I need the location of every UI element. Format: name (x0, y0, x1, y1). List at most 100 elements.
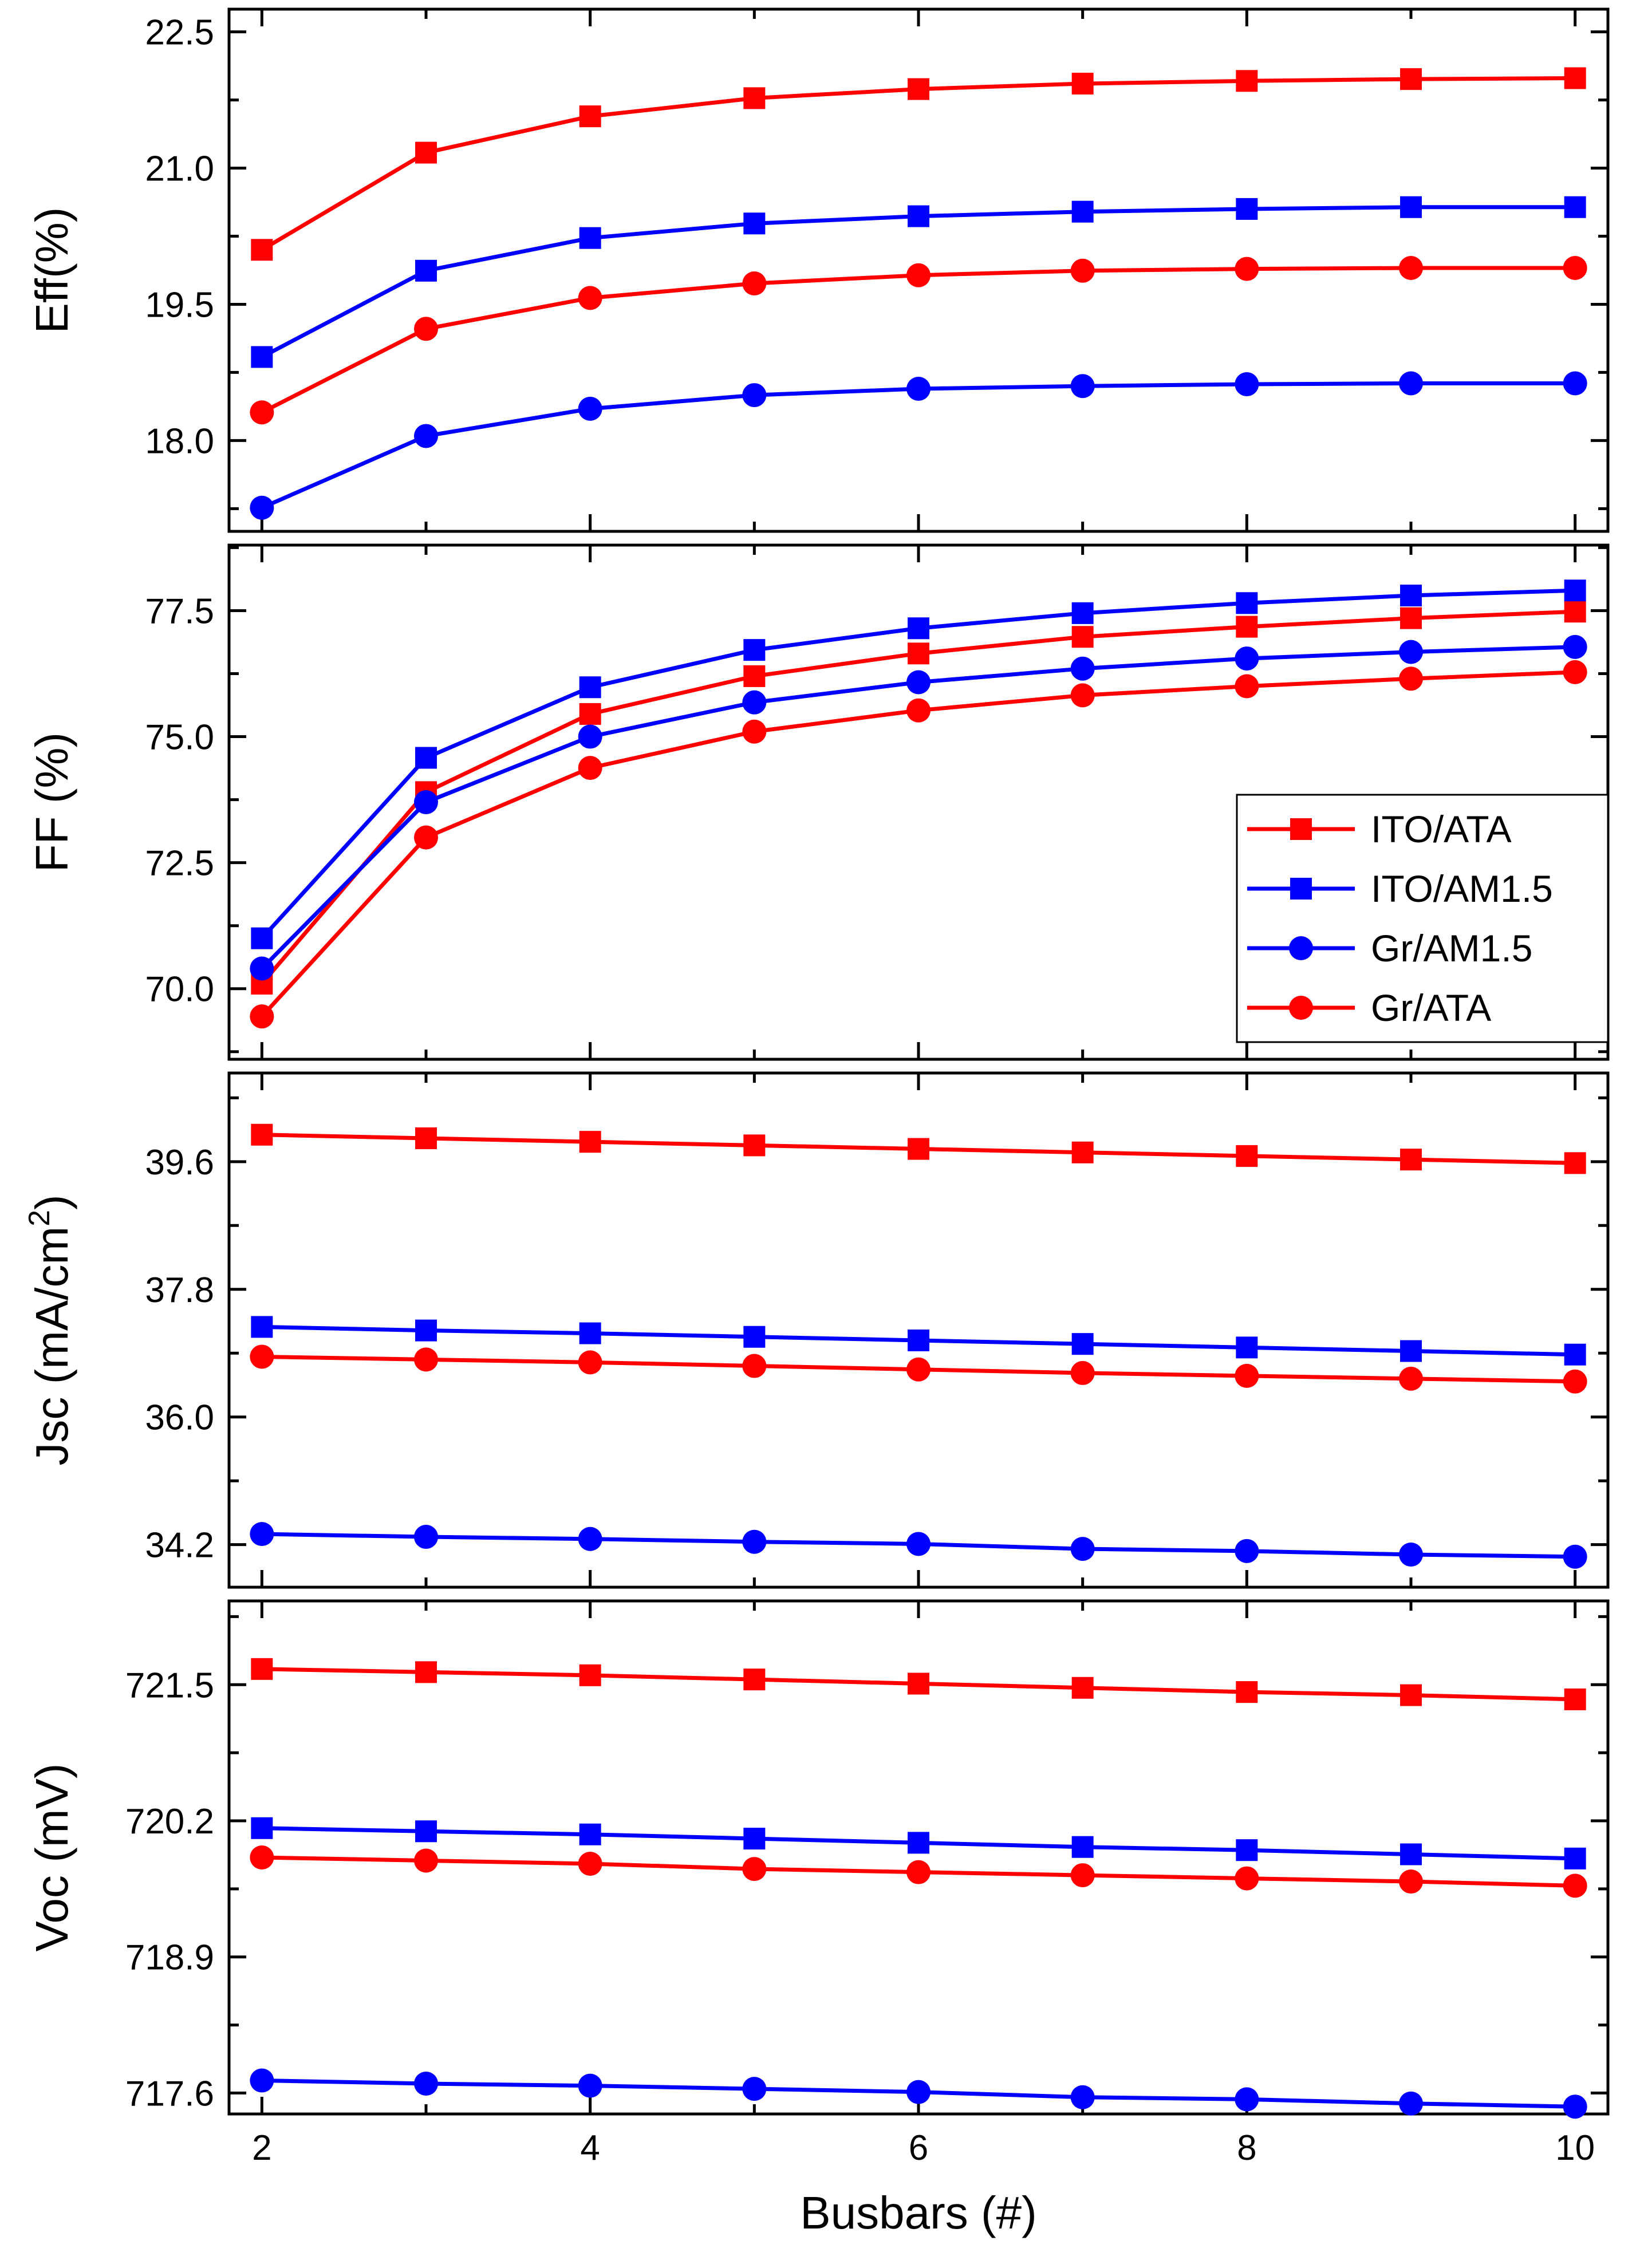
legend-entry: Gr/ATA (1247, 987, 1491, 1029)
data-point-square (1400, 196, 1422, 218)
data-point-square (1564, 1847, 1586, 1869)
data-point-square (1564, 1152, 1586, 1174)
data-point-square (251, 1817, 273, 1839)
data-point-square (1400, 1149, 1422, 1171)
data-point-circle (414, 424, 438, 448)
data-point-circle (1399, 371, 1423, 396)
series-gr-ata (250, 1344, 1587, 1394)
data-point-circle (742, 2077, 767, 2101)
data-point-square (908, 1329, 929, 1351)
data-point-square (579, 227, 601, 249)
legend-entry: ITO/AM1.5 (1247, 867, 1553, 910)
data-point-circle (1070, 2085, 1095, 2109)
data-point-circle (578, 1350, 602, 1375)
data-point-circle (1563, 1544, 1587, 1569)
data-point-square (251, 927, 273, 949)
y-axis-title: Jsc (mA/cm2) (23, 1194, 77, 1465)
x-axis-title: Busbars (#) (800, 2187, 1036, 2238)
legend-marker-circle (1289, 996, 1313, 1020)
data-point-square (1564, 1688, 1586, 1710)
data-point-circle (414, 825, 438, 850)
series-gr-am1-5 (250, 371, 1587, 520)
data-point-square (1071, 626, 1094, 648)
x-tick-label: 8 (1237, 2128, 1256, 2168)
data-point-circle (1399, 666, 1423, 691)
data-point-circle (1399, 640, 1423, 664)
data-point-circle (1399, 1543, 1423, 1567)
data-point-square (579, 105, 601, 128)
panel-ff: 70.0 72.5 75.0 77.5 FF (%) ITO/ATA ITO/AM1.5 Gr… (26, 543, 1610, 1061)
data-point-circle (906, 263, 931, 287)
data-point-circle (250, 1344, 274, 1369)
panel-jsc: 34.2 36.0 37.8 39.6 Jsc (mA/cm2) (23, 1071, 1610, 1589)
y-tick-label: 39.6 (145, 1143, 214, 1182)
data-point-square (251, 346, 273, 368)
data-point-circle (1070, 374, 1095, 399)
series-ito-ata (251, 1658, 1586, 1710)
data-point-circle (742, 383, 767, 408)
data-point-circle (906, 376, 931, 401)
legend-label: Gr/AM1.5 (1371, 927, 1532, 969)
y-axis-title: FF (%) (26, 732, 77, 872)
data-point-circle (742, 1529, 767, 1554)
y-axis-title-end: ) (26, 1194, 77, 1210)
series-gr-am1-5 (250, 1522, 1587, 1569)
x-tick-label: 10 (1555, 2128, 1595, 2168)
data-point-square (908, 617, 929, 640)
y-tick-label: 18.0 (145, 421, 214, 461)
data-point-circle (1235, 646, 1259, 671)
legend-entry: ITO/ATA (1247, 808, 1512, 850)
data-point-square (743, 1828, 766, 1850)
legend-marker-circle (1289, 936, 1313, 960)
legend-marker-square (1290, 878, 1312, 900)
data-point-circle (1563, 1873, 1587, 1898)
y-tick-label: 717.6 (125, 2074, 214, 2113)
data-point-square (251, 239, 273, 261)
series-gr-am1-5 (250, 2068, 1587, 2119)
series-ito-ata (251, 1123, 1586, 1174)
data-point-circle (906, 698, 931, 723)
data-point-square (1400, 585, 1422, 607)
data-point-circle (250, 400, 274, 425)
data-point-square (743, 665, 766, 687)
data-point-square (908, 1138, 929, 1160)
panel-eff: 18.0 19.5 21.0 22.5 Eff(%) (26, 7, 1610, 533)
data-point-square (251, 1658, 273, 1680)
series-gr-ata (250, 1845, 1587, 1898)
data-point-circle (578, 724, 602, 749)
data-point-circle (578, 286, 602, 310)
data-point-circle (250, 956, 274, 981)
data-point-circle (1399, 1366, 1423, 1391)
data-point-square (1400, 607, 1422, 629)
data-point-circle (414, 790, 438, 814)
legend-entry: Gr/AM1.5 (1247, 927, 1532, 969)
data-point-circle (1235, 372, 1259, 397)
data-point-square (1236, 592, 1258, 614)
data-point-square (908, 205, 929, 227)
data-point-square (1071, 200, 1094, 223)
series-ito-am1-5 (251, 1817, 1586, 1869)
data-point-circle (1070, 656, 1095, 681)
y-tick-label: 34.2 (145, 1526, 214, 1565)
y-tick-label: 721.5 (125, 1666, 214, 1705)
data-point-circle (250, 1004, 274, 1029)
data-point-circle (578, 1851, 602, 1876)
data-point-circle (1070, 1360, 1095, 1385)
data-point-circle (1235, 674, 1259, 699)
legend-label: ITO/ATA (1371, 808, 1512, 850)
data-point-square (1564, 196, 1586, 218)
data-point-square (1400, 1843, 1422, 1865)
series-gr-ata (250, 256, 1587, 425)
data-point-circle (742, 1857, 767, 1882)
legend-marker-square (1290, 818, 1312, 840)
panel-voc: 717.6 718.9 720.2 721.5 Voc (mV) 2 4 6 8 10 Busbar… (26, 1599, 1610, 2238)
data-point-square (908, 78, 929, 100)
data-point-circle (906, 1357, 931, 1382)
data-point-circle (250, 495, 274, 520)
legend-label: ITO/AM1.5 (1371, 867, 1553, 910)
y-axis-title: Eff(%) (26, 207, 77, 334)
data-point-square (1236, 1839, 1258, 1861)
data-point-circle (1563, 1369, 1587, 1394)
data-point-circle (906, 1532, 931, 1556)
data-point-circle (742, 1354, 767, 1378)
